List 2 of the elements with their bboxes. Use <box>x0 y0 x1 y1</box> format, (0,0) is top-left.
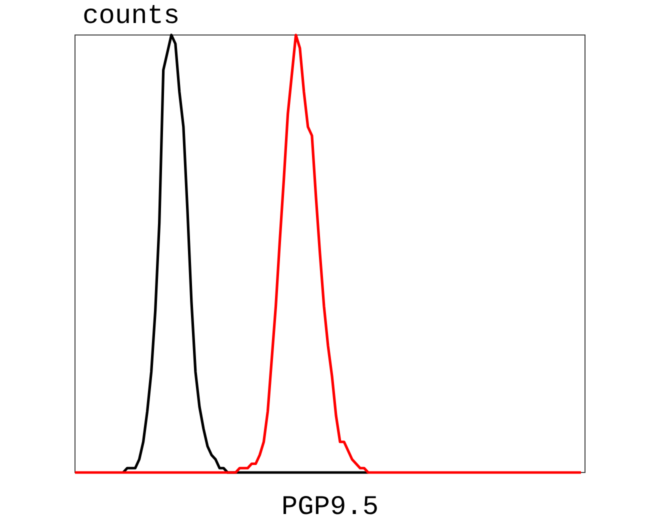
y-axis-title: counts <box>84 5 178 24</box>
x-axis-title: PGP9.5 <box>284 496 377 514</box>
